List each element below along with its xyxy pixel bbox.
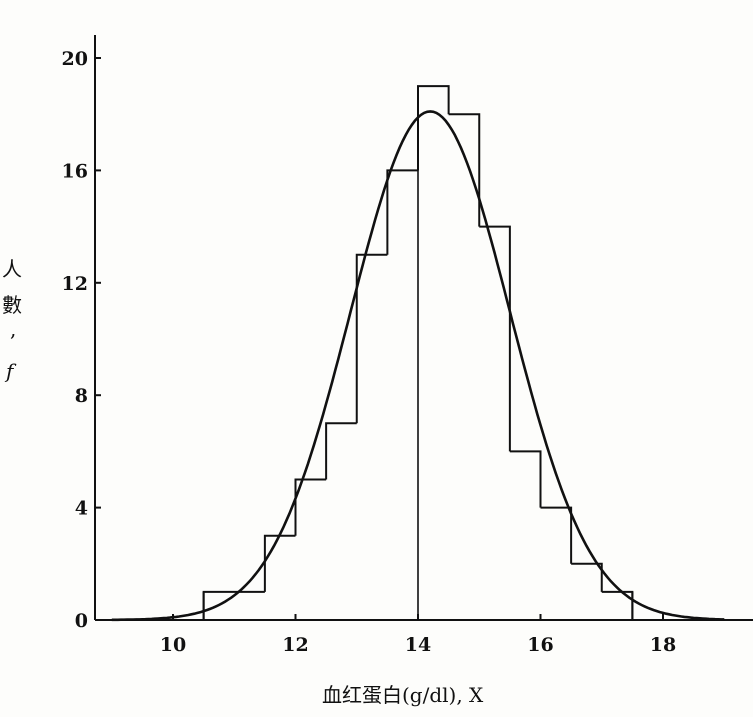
y-axis-title-line-4: f: [4, 359, 17, 383]
histogram-bar: [386, 169, 418, 255]
x-tick-label: 14: [405, 634, 431, 656]
x-tick-label: 12: [282, 634, 308, 656]
histogram-bar: [294, 478, 327, 536]
y-tick-label: 0: [75, 610, 88, 632]
y-axis-title-line-1: 人: [2, 257, 22, 281]
y-tick-label: 20: [62, 48, 88, 70]
x-tick-label: 16: [527, 634, 553, 656]
histogram-bar: [448, 113, 481, 227]
normal-curve: [111, 110, 725, 622]
histogram-bars: [202, 85, 634, 620]
histogram-bar: [263, 534, 296, 592]
histogram-bar: [325, 422, 357, 480]
x-tick-label: 10: [160, 634, 186, 656]
histogram-bar: [479, 225, 511, 452]
y-tick-label: 4: [75, 498, 88, 520]
histogram-bar: [571, 562, 603, 592]
x-tick-label: 18: [650, 634, 676, 656]
y-ticks: 0 4 8 12 16 20: [62, 48, 101, 632]
y-axis-title-line-2: 數: [2, 293, 22, 317]
histogram-bar: [355, 253, 388, 424]
y-tick-label: 8: [75, 385, 88, 407]
x-ticks: 10 12 14 16 18: [160, 614, 676, 656]
x-axis-title: 血红蛋白(g/dl), X: [322, 683, 484, 707]
histogram-bar: [509, 450, 542, 508]
y-axis-title-line-3: ,: [10, 317, 16, 341]
histogram-bar: [540, 506, 573, 564]
axes: [94, 35, 753, 621]
y-axis-title: 人 數 , f: [2, 257, 22, 383]
y-tick-label: 16: [62, 160, 88, 182]
y-tick-label: 12: [62, 273, 88, 295]
histogram-bar: [417, 85, 450, 171]
